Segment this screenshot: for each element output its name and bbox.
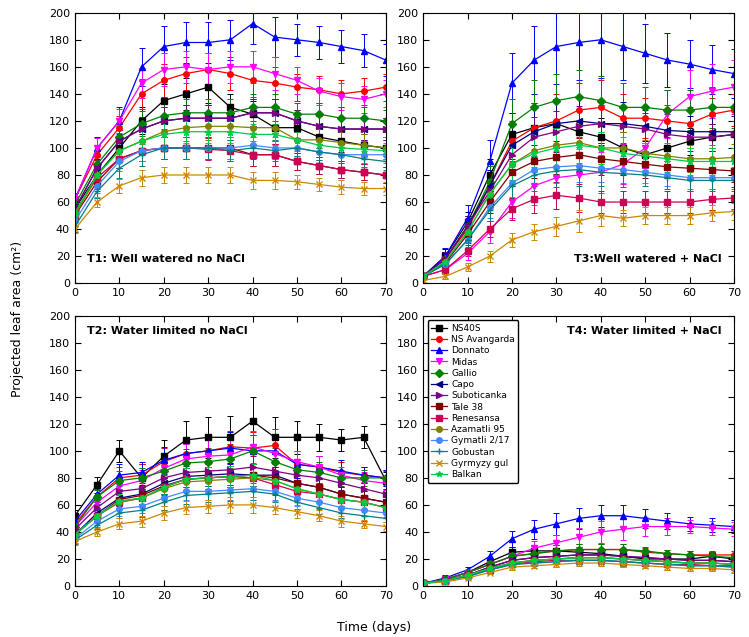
Text: T3:Well watered + NaCl: T3:Well watered + NaCl	[574, 254, 721, 264]
Text: T1: Well watered no NaCl: T1: Well watered no NaCl	[88, 254, 245, 264]
Text: Projected leaf area (cm²): Projected leaf area (cm²)	[11, 240, 24, 397]
Text: T2: Water limited no NaCl: T2: Water limited no NaCl	[88, 326, 248, 336]
Text: T4: Water limited + NaCl: T4: Water limited + NaCl	[567, 326, 721, 336]
Text: Time (days): Time (days)	[338, 620, 411, 634]
Legend: NS40S, NS Avangarda, Donnato, Midas, Gallio, Capo, Suboticanka, Tale 38, Renesan: NS40S, NS Avangarda, Donnato, Midas, Gal…	[428, 320, 518, 483]
